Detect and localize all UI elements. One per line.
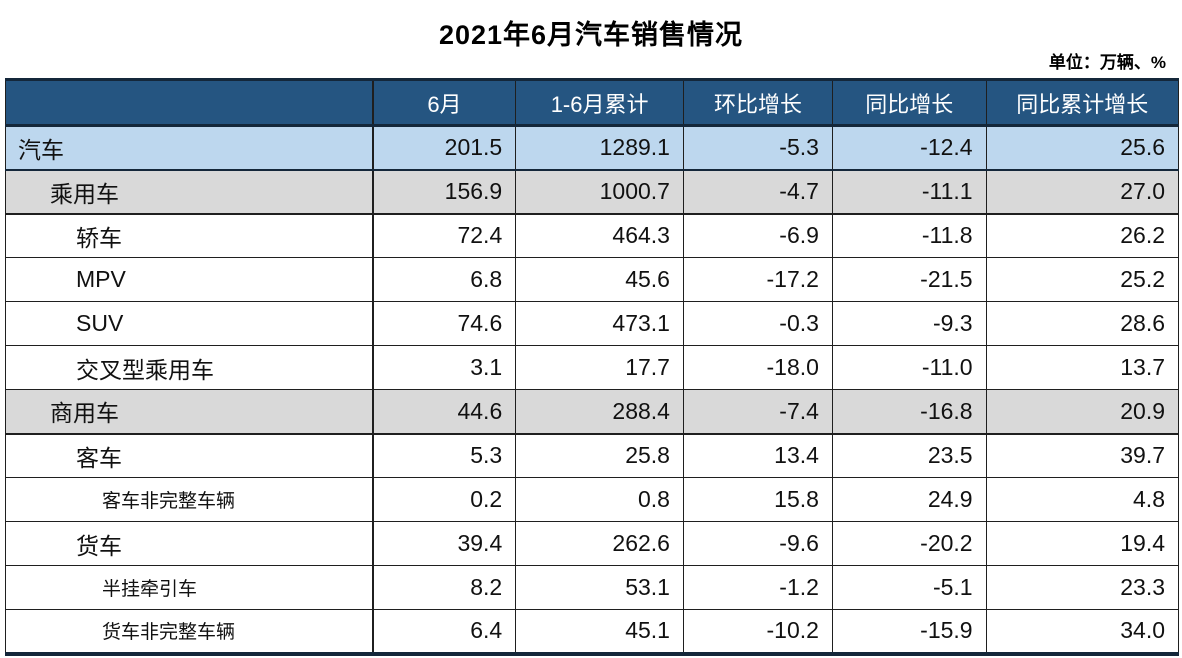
row-label: 轿车	[4, 213, 374, 258]
col-header-category	[4, 79, 374, 127]
row-value-yoy-growth: -5.1	[831, 565, 987, 610]
row-label: 交叉型乘用车	[4, 345, 374, 390]
row-value-june: 8.2	[372, 565, 517, 610]
row-value-yoy-growth: -11.1	[831, 169, 987, 215]
row-value-june: 5.3	[372, 433, 517, 478]
table-row: 交叉型乘用车 3.1 17.7 -18.0 -11.0 13.7	[4, 345, 1180, 390]
row-value-mom-growth: -7.4	[682, 389, 833, 435]
row-value-mom-growth: -0.3	[682, 301, 833, 346]
row-value-mom-growth: -5.3	[682, 125, 833, 171]
row-value-yoy-cum-growth: 28.6	[985, 301, 1180, 346]
unit-note: 单位：万辆、%	[1048, 53, 1166, 72]
col-header-yoy-growth: 同比增长	[831, 79, 987, 127]
row-label: 货车	[4, 521, 374, 566]
row-label: 汽车	[4, 125, 374, 171]
row-value-mom-growth: 15.8	[682, 477, 833, 522]
table-row: 半挂牵引车 8.2 53.1 -1.2 -5.1 23.3	[4, 565, 1180, 610]
row-value-june: 201.5	[372, 125, 517, 171]
col-header-yoy-cum-growth: 同比累计增长	[985, 79, 1180, 127]
table-header: 6月 1-6月累计 环比增长 同比增长 同比累计增长	[4, 79, 1180, 127]
row-value-june: 74.6	[372, 301, 517, 346]
row-value-yoy-growth: -20.2	[831, 521, 987, 566]
row-value-june: 0.2	[372, 477, 517, 522]
row-label: MPV	[4, 257, 374, 302]
row-value-cumulative: 45.1	[515, 609, 684, 654]
row-value-june: 72.4	[372, 213, 517, 258]
row-value-yoy-growth: -16.8	[831, 389, 987, 435]
table-row: SUV 74.6 473.1 -0.3 -9.3 28.6	[4, 301, 1180, 346]
row-value-yoy-cum-growth: 27.0	[985, 169, 1180, 215]
row-value-june: 6.4	[372, 609, 517, 654]
row-label: 客车非完整车辆	[4, 477, 374, 522]
row-value-yoy-growth: 23.5	[831, 433, 987, 478]
table-row: 货车非完整车辆 6.4 45.1 -10.2 -15.9 34.0	[4, 609, 1180, 654]
row-value-mom-growth: -17.2	[682, 257, 833, 302]
row-value-june: 156.9	[372, 169, 517, 215]
row-value-yoy-cum-growth: 20.9	[985, 389, 1180, 435]
row-value-yoy-cum-growth: 13.7	[985, 345, 1180, 390]
row-value-cumulative: 25.8	[515, 433, 684, 478]
row-value-yoy-growth: -15.9	[831, 609, 987, 654]
row-value-yoy-growth: -11.8	[831, 213, 987, 258]
row-value-june: 39.4	[372, 521, 517, 566]
row-value-mom-growth: -9.6	[682, 521, 833, 566]
row-value-june: 44.6	[372, 389, 517, 435]
row-label: 货车非完整车辆	[4, 609, 374, 654]
row-value-yoy-cum-growth: 19.4	[985, 521, 1180, 566]
row-value-june: 3.1	[372, 345, 517, 390]
row-label: 客车	[4, 433, 374, 478]
row-label: 半挂牵引车	[4, 565, 374, 610]
table-row: 汽车 201.5 1289.1 -5.3 -12.4 25.6	[4, 125, 1180, 171]
table-row: 客车 5.3 25.8 13.4 23.5 39.7	[4, 433, 1180, 478]
table-row: 轿车 72.4 464.3 -6.9 -11.8 26.2	[4, 213, 1180, 258]
row-value-cumulative: 1000.7	[515, 169, 684, 215]
row-value-yoy-cum-growth: 34.0	[985, 609, 1180, 654]
row-value-mom-growth: -4.7	[682, 169, 833, 215]
table-body: 汽车 201.5 1289.1 -5.3 -12.4 25.6 乘用车 156.…	[4, 125, 1180, 654]
table-row: 商用车 44.6 288.4 -7.4 -16.8 20.9	[4, 389, 1180, 435]
table-row: 货车 39.4 262.6 -9.6 -20.2 19.4	[4, 521, 1180, 566]
row-value-cumulative: 53.1	[515, 565, 684, 610]
row-value-yoy-growth: -11.0	[831, 345, 987, 390]
row-value-yoy-growth: 24.9	[831, 477, 987, 522]
col-header-june: 6月	[372, 79, 517, 127]
row-value-yoy-cum-growth: 4.8	[985, 477, 1180, 522]
row-label: SUV	[4, 301, 374, 346]
header-zone: 2021年6月汽车销售情况 单位：万辆、%	[0, 0, 1182, 78]
row-value-yoy-growth: -12.4	[831, 125, 987, 171]
row-value-cumulative: 45.6	[515, 257, 684, 302]
row-label: 乘用车	[4, 169, 374, 215]
col-header-jan-june-total: 1-6月累计	[515, 79, 684, 127]
col-header-mom-growth: 环比增长	[682, 79, 833, 127]
row-value-cumulative: 288.4	[515, 389, 684, 435]
row-value-yoy-growth: -9.3	[831, 301, 987, 346]
row-label: 商用车	[4, 389, 374, 435]
row-value-mom-growth: -18.0	[682, 345, 833, 390]
row-value-cumulative: 473.1	[515, 301, 684, 346]
table-header-row: 6月 1-6月累计 环比增长 同比增长 同比累计增长	[4, 79, 1180, 127]
row-value-yoy-cum-growth: 23.3	[985, 565, 1180, 610]
row-value-cumulative: 17.7	[515, 345, 684, 390]
row-value-yoy-cum-growth: 25.2	[985, 257, 1180, 302]
sales-table: 6月 1-6月累计 环比增长 同比增长 同比累计增长 汽车 201.5 1289…	[4, 78, 1180, 656]
row-value-mom-growth: -10.2	[682, 609, 833, 654]
page-title: 2021年6月汽车销售情况	[438, 20, 744, 50]
row-value-cumulative: 0.8	[515, 477, 684, 522]
row-value-yoy-cum-growth: 26.2	[985, 213, 1180, 258]
row-value-cumulative: 464.3	[515, 213, 684, 258]
row-value-yoy-cum-growth: 25.6	[985, 125, 1180, 171]
row-value-june: 6.8	[372, 257, 517, 302]
row-value-cumulative: 262.6	[515, 521, 684, 566]
row-value-mom-growth: -6.9	[682, 213, 833, 258]
row-value-cumulative: 1289.1	[515, 125, 684, 171]
row-value-mom-growth: -1.2	[682, 565, 833, 610]
row-value-yoy-growth: -21.5	[831, 257, 987, 302]
row-value-mom-growth: 13.4	[682, 433, 833, 478]
table-row: 乘用车 156.9 1000.7 -4.7 -11.1 27.0	[4, 169, 1180, 215]
row-value-yoy-cum-growth: 39.7	[985, 433, 1180, 478]
table-row: 客车非完整车辆 0.2 0.8 15.8 24.9 4.8	[4, 477, 1180, 522]
table-row: MPV 6.8 45.6 -17.2 -21.5 25.2	[4, 257, 1180, 302]
